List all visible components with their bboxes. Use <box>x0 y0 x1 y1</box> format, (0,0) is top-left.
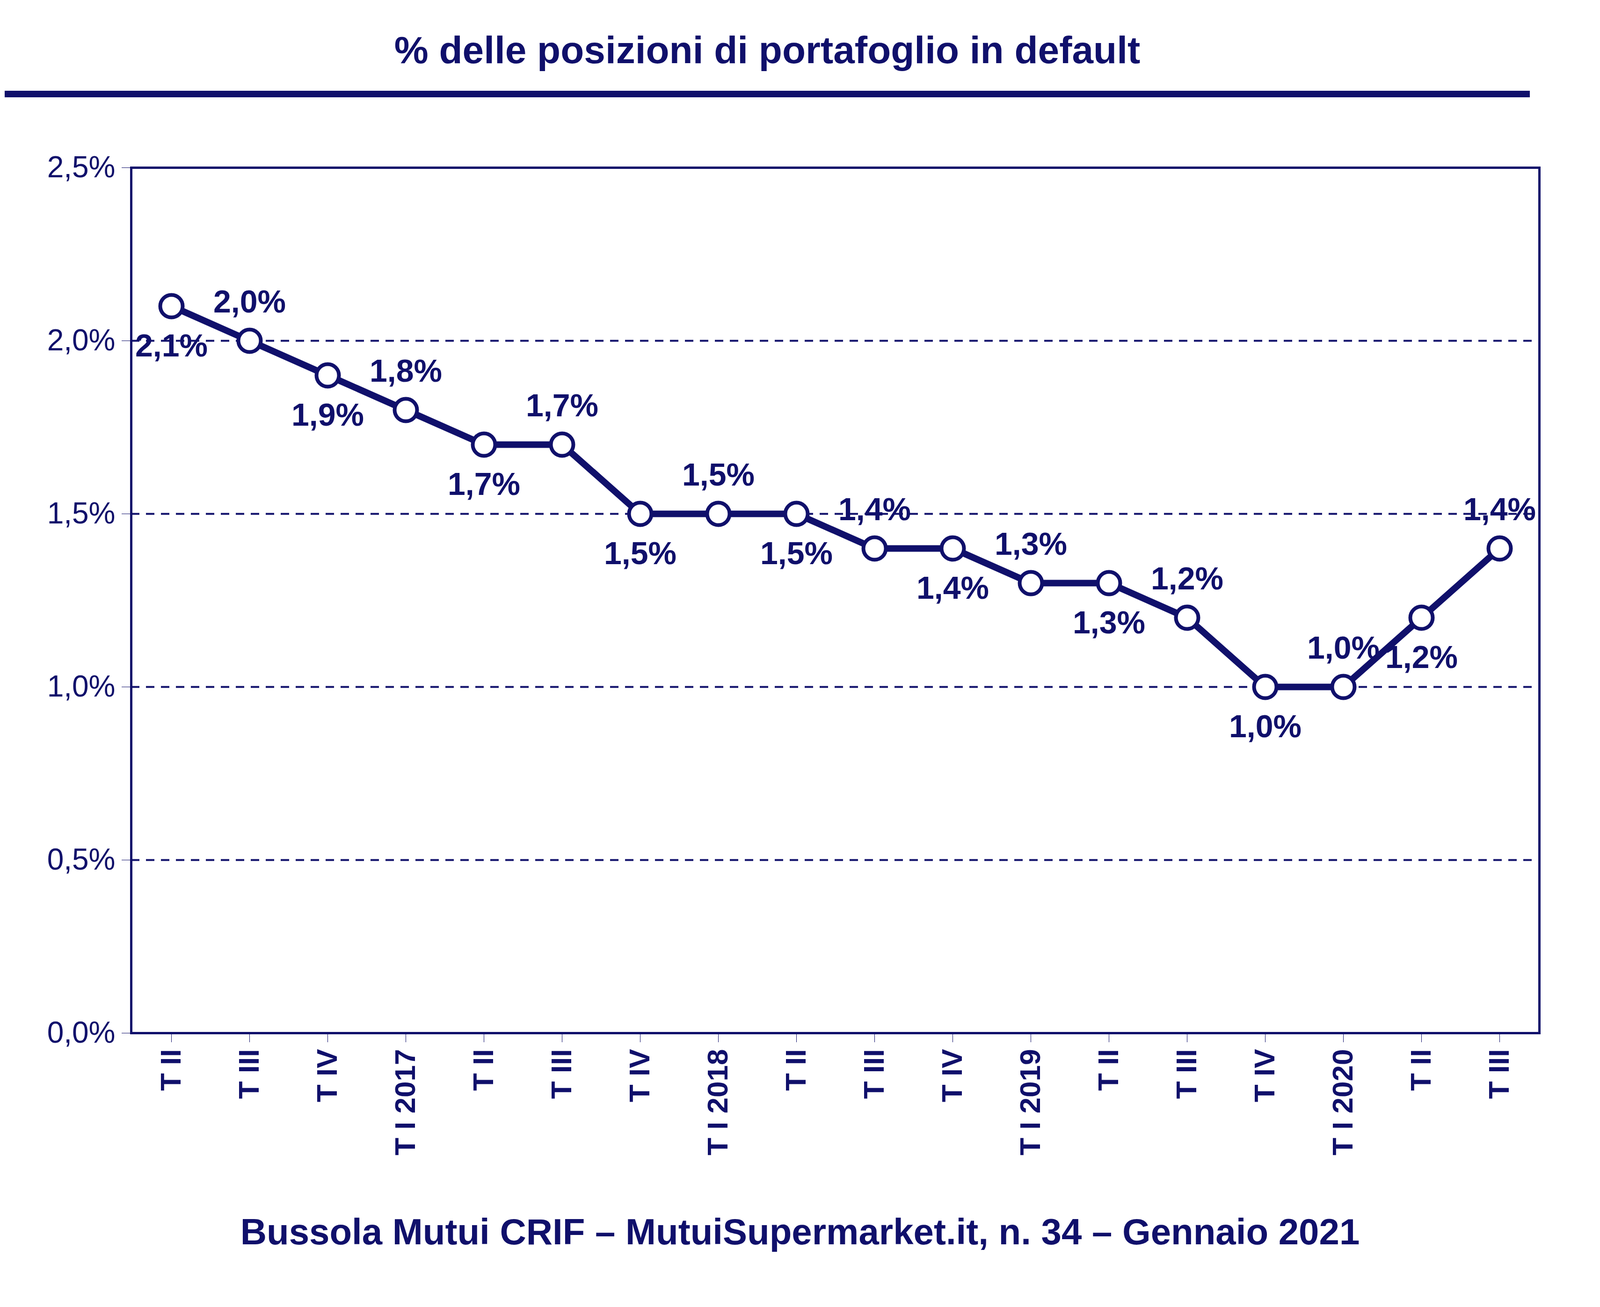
svg-text:1,0%: 1,0% <box>1307 629 1380 666</box>
svg-text:T III: T III <box>1170 1049 1203 1100</box>
svg-text:1,7%: 1,7% <box>525 387 599 423</box>
html-text:% delle posizioni di portafogl: % delle posizioni di portafoglio in defa… <box>394 28 1141 72</box>
svg-text:2,0%: 2,0% <box>213 283 286 320</box>
svg-text:T III: T III <box>545 1049 578 1100</box>
svg-text:2,5%: 2,5% <box>47 150 116 184</box>
svg-text:1,3%: 1,3% <box>1072 604 1146 640</box>
svg-text:T II: T II <box>466 1049 500 1092</box>
svg-text:T I 2019: T I 2019 <box>1013 1049 1047 1156</box>
svg-text:1,4%: 1,4% <box>1463 491 1536 527</box>
svg-text:1,4%: 1,4% <box>838 491 911 527</box>
svg-text:T III: T III <box>857 1049 890 1100</box>
svg-text:1,5%: 1,5% <box>47 496 116 531</box>
svg-text:T IV: T IV <box>1248 1049 1281 1103</box>
svg-text:T IV: T IV <box>935 1049 968 1103</box>
svg-text:2,1%: 2,1% <box>135 327 208 364</box>
svg-text:1,0%: 1,0% <box>47 669 116 704</box>
svg-text:1,2%: 1,2% <box>1150 560 1224 597</box>
svg-text:T II: T II <box>1091 1049 1125 1092</box>
svg-text:T I 2018: T I 2018 <box>701 1049 734 1156</box>
svg-text:T II: T II <box>154 1049 187 1092</box>
html-text:Bussola Mutui CRIF – MutuiSupe: Bussola Mutui CRIF – MutuiSupermarket.it… <box>240 1211 1360 1253</box>
svg-text:T I 2020: T I 2020 <box>1326 1049 1359 1156</box>
svg-text:1,5%: 1,5% <box>682 456 755 493</box>
svg-text:T III: T III <box>1482 1049 1515 1100</box>
svg-text:T II: T II <box>779 1049 812 1092</box>
svg-text:T II: T II <box>1404 1049 1437 1092</box>
svg-text:T IV: T IV <box>623 1049 656 1103</box>
svg-text:1,7%: 1,7% <box>447 465 521 502</box>
svg-text:2,0%: 2,0% <box>47 323 116 357</box>
svg-text:1,9%: 1,9% <box>291 396 364 433</box>
svg-text:1,3%: 1,3% <box>994 525 1068 562</box>
svg-text:1,0%: 1,0% <box>1229 708 1302 744</box>
svg-text:0,0%: 0,0% <box>47 1015 116 1050</box>
svg-text:1,5%: 1,5% <box>760 535 833 571</box>
svg-text:0,5%: 0,5% <box>47 842 116 877</box>
svg-text:1,5%: 1,5% <box>603 535 677 571</box>
svg-text:1,8%: 1,8% <box>369 352 443 389</box>
svg-text:1,2%: 1,2% <box>1385 639 1458 675</box>
svg-text:T I 2017: T I 2017 <box>388 1049 422 1156</box>
svg-text:T IV: T IV <box>310 1049 343 1103</box>
svg-text:1,4%: 1,4% <box>916 569 990 606</box>
svg-text:T III: T III <box>232 1049 265 1100</box>
